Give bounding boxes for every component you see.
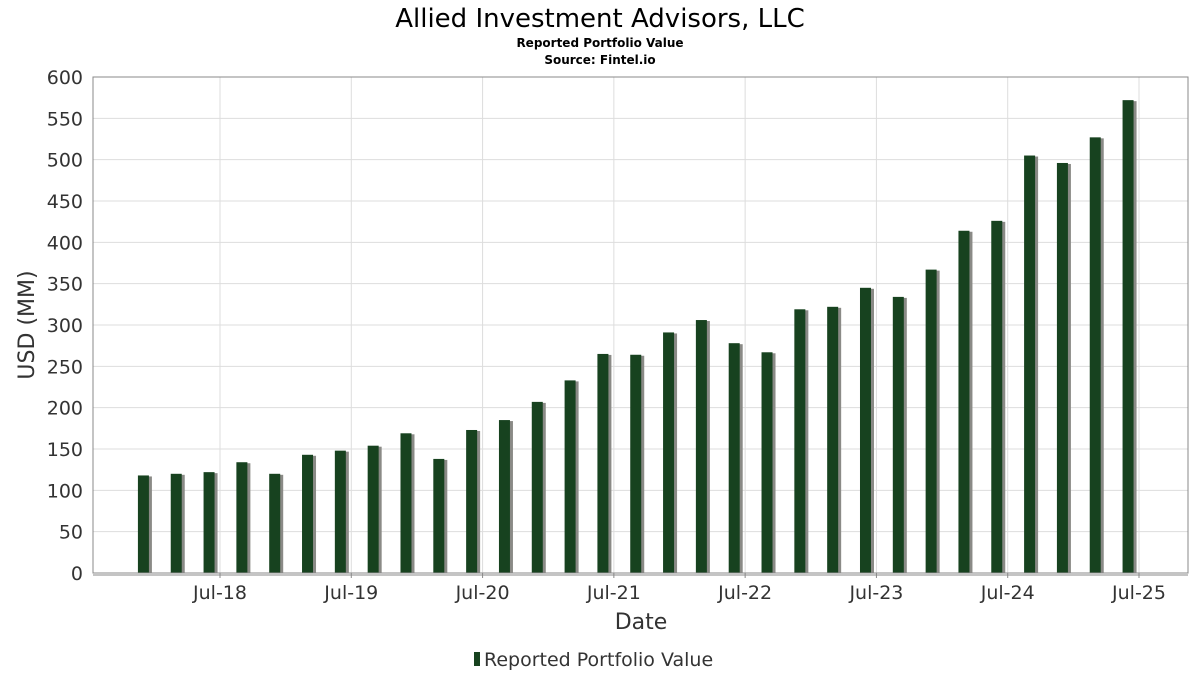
x-tick-label: Jul-23 <box>848 582 903 604</box>
bar <box>466 429 481 573</box>
bar <box>892 296 907 573</box>
legend: Reported Portfolio Value <box>474 649 713 671</box>
axes <box>92 76 1189 578</box>
bar-fill <box>334 450 346 573</box>
bar <box>302 454 317 573</box>
y-tick-label: 250 <box>47 356 83 378</box>
bar-fill <box>794 309 806 573</box>
bar-fill <box>203 472 215 573</box>
bar-fill <box>991 220 1003 573</box>
bar <box>170 473 185 573</box>
bar-fill <box>892 296 904 573</box>
bar <box>137 475 152 573</box>
bar-fill <box>663 332 675 573</box>
bar-fill <box>269 473 281 573</box>
y-tick-label: 100 <box>47 480 83 502</box>
y-tick-label: 450 <box>47 191 83 213</box>
bar-fill <box>367 445 379 573</box>
bar <box>663 332 678 573</box>
x-tick-labels: Jul-18 Jul-19 Jul-20 Jul-21 Jul-22 Jul-23 Jul-… <box>192 582 1166 604</box>
bar <box>1024 155 1039 574</box>
x-tick-label: Jul-18 <box>192 582 247 604</box>
bar <box>991 220 1006 573</box>
bar-fill <box>925 269 937 573</box>
bar-fill <box>728 343 740 573</box>
plot-frame <box>92 76 1189 574</box>
chart-title: Allied Investment Advisors, LLC <box>395 4 805 34</box>
y-tick-label: 500 <box>47 150 83 172</box>
y-tick-label: 300 <box>47 315 83 337</box>
bar <box>269 473 284 573</box>
legend-label: Reported Portfolio Value <box>484 649 713 671</box>
bar <box>564 380 579 573</box>
y-tick-label: 350 <box>47 274 83 296</box>
bar <box>827 306 842 573</box>
x-tick-label: Jul-22 <box>717 582 772 604</box>
bar-fill <box>1122 100 1134 573</box>
bar <box>203 472 218 573</box>
y-tick-label: 0 <box>71 563 83 585</box>
bar <box>597 353 612 573</box>
bar <box>695 320 710 573</box>
y-tick-label: 600 <box>47 67 83 89</box>
bar-fill <box>498 420 510 573</box>
bar <box>958 230 973 573</box>
bars <box>137 100 1137 574</box>
bar <box>531 401 546 573</box>
bar <box>1089 137 1104 573</box>
bar-fill <box>958 230 970 573</box>
bar <box>728 343 743 573</box>
bar-fill <box>400 433 412 573</box>
y-tick-label: 200 <box>47 398 83 420</box>
bar <box>236 462 251 573</box>
x-tick-label: Jul-19 <box>323 582 378 604</box>
x-tick-label: Jul-24 <box>980 582 1035 604</box>
legend-swatch <box>474 652 480 666</box>
bar <box>498 420 513 573</box>
chart-subtitle: Reported Portfolio Value <box>516 36 683 50</box>
x-tick-label: Jul-20 <box>455 582 510 604</box>
bar-fill <box>531 401 543 573</box>
bar-fill <box>302 454 314 573</box>
bar <box>630 354 645 573</box>
bar <box>400 433 415 573</box>
y-tick-label: 550 <box>47 108 83 130</box>
bar-fill <box>630 354 642 573</box>
y-tick-label: 400 <box>47 232 83 254</box>
bar-fill <box>236 462 248 573</box>
x-tick-label: Jul-21 <box>586 582 641 604</box>
bar-fill <box>827 306 839 573</box>
bar-fill <box>1056 162 1068 573</box>
x-tick-label: Jul-25 <box>1111 582 1166 604</box>
bar-fill <box>761 352 773 573</box>
bar <box>859 287 874 573</box>
y-axis-title: USD (MM) <box>15 270 40 379</box>
bar <box>433 458 448 573</box>
bar <box>1056 162 1071 573</box>
x-axis-title: Date <box>615 610 668 635</box>
bar-fill <box>859 287 871 573</box>
bar-fill <box>1024 155 1036 574</box>
y-tick-label: 50 <box>59 522 83 544</box>
bar-fill <box>137 475 149 573</box>
bar-fill <box>433 458 445 573</box>
bar <box>367 445 382 573</box>
bar-fill <box>564 380 576 573</box>
bar-fill <box>170 473 182 573</box>
bar-fill <box>695 320 707 573</box>
bar <box>761 352 776 573</box>
bar <box>794 309 809 573</box>
y-tick-label: 150 <box>47 439 83 461</box>
bar <box>1122 100 1137 573</box>
bar-fill <box>1089 137 1101 573</box>
bar <box>334 450 349 573</box>
chart-source: Source: Fintel.io <box>544 53 655 67</box>
bar-fill <box>466 429 478 573</box>
bar <box>925 269 940 573</box>
bar-fill <box>597 353 609 573</box>
y-tick-labels: 0 50 100 150 200 250 300 350 400 450 500 550 600 <box>47 67 83 585</box>
